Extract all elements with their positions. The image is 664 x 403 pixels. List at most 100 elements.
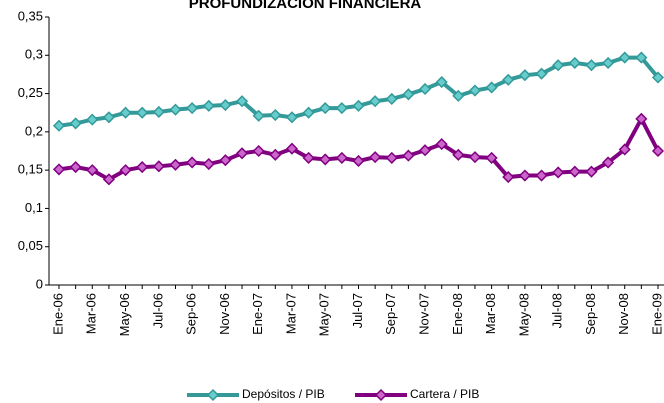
point — [252, 109, 265, 122]
chart-title: PROFUNDIZACIÓN FINANCIERA — [189, 0, 422, 12]
x-tick-label: May-08 — [516, 293, 531, 336]
point — [452, 148, 465, 161]
point — [518, 69, 531, 82]
point — [452, 89, 465, 102]
point — [435, 76, 448, 89]
point — [385, 151, 398, 164]
point — [418, 82, 432, 96]
point — [69, 161, 82, 174]
point — [136, 161, 149, 174]
point — [552, 166, 565, 179]
point — [335, 151, 348, 164]
point — [119, 106, 132, 119]
point — [635, 112, 648, 125]
point — [119, 164, 132, 177]
point — [468, 151, 482, 164]
series-line — [58, 55, 660, 128]
x-tick-label: Nov-06 — [217, 293, 232, 335]
point — [152, 105, 165, 119]
point — [86, 164, 99, 177]
point — [302, 106, 315, 119]
legend-marker — [374, 388, 388, 402]
point — [102, 111, 115, 124]
point — [52, 163, 66, 176]
point — [635, 51, 648, 64]
point — [186, 102, 199, 115]
point — [269, 108, 282, 122]
legend-label: Cartera / PIB — [410, 387, 479, 401]
point — [202, 99, 215, 112]
point — [585, 59, 598, 72]
point — [136, 106, 149, 119]
point — [568, 165, 581, 178]
point — [219, 98, 232, 112]
x-tick-label: Sep-08 — [583, 293, 598, 335]
point — [202, 157, 215, 171]
y-tick-label: 0,3 — [25, 47, 43, 62]
y-tick-label: 0,25 — [18, 85, 43, 100]
point — [402, 149, 415, 162]
point — [235, 147, 249, 160]
y-tick-label: 0,15 — [18, 162, 43, 177]
y-tick-label: 0,35 — [18, 8, 43, 23]
point — [535, 67, 548, 80]
x-tick-label: Jul-06 — [150, 293, 165, 328]
x-tick-label: Nov-08 — [616, 293, 631, 335]
point — [219, 154, 232, 167]
x-tick-label: Jul-08 — [550, 293, 565, 328]
point — [418, 144, 432, 157]
point — [269, 148, 282, 161]
x-tick-label: Mar-08 — [483, 293, 498, 334]
x-tick-label: Mar-06 — [84, 293, 99, 334]
point — [52, 119, 66, 132]
y-tick-label: 0,2 — [25, 123, 43, 138]
point — [302, 151, 315, 164]
x-tick-label: Ene-08 — [450, 293, 465, 335]
point — [585, 165, 598, 178]
point — [502, 73, 515, 86]
point — [518, 169, 531, 182]
point — [319, 102, 332, 115]
point — [602, 156, 615, 169]
point — [402, 88, 415, 101]
point — [169, 103, 182, 116]
point — [252, 144, 265, 158]
point — [186, 156, 199, 169]
point — [352, 99, 365, 112]
point — [485, 81, 498, 94]
legend-marker — [206, 388, 220, 402]
point — [235, 95, 249, 108]
point — [102, 173, 115, 186]
x-tick-label: Sep-07 — [383, 293, 398, 335]
x-tick-label: May-06 — [117, 293, 132, 336]
x-tick-label: Ene-06 — [50, 293, 65, 335]
y-tick-label: 0,1 — [25, 200, 43, 215]
point — [169, 158, 182, 171]
point — [568, 56, 581, 70]
point — [651, 71, 664, 84]
point — [152, 160, 165, 173]
legend-label: Depósitos / PIB — [242, 387, 325, 401]
y-tick-label: 0,05 — [18, 238, 43, 253]
x-tick-label: Nov-07 — [416, 293, 431, 335]
point — [618, 143, 631, 156]
point — [385, 92, 398, 105]
point — [86, 113, 99, 126]
point — [335, 102, 348, 115]
x-tick-label: Ene-07 — [250, 293, 265, 335]
point — [535, 169, 548, 182]
point — [602, 56, 615, 70]
point — [435, 138, 448, 151]
point — [651, 144, 664, 158]
point — [319, 153, 332, 166]
point — [285, 111, 299, 124]
point — [352, 154, 365, 168]
point — [369, 151, 382, 164]
point — [552, 59, 565, 72]
point — [69, 117, 82, 130]
x-tick-label: May-07 — [317, 293, 332, 336]
point — [502, 170, 515, 184]
x-tick-label: Sep-06 — [184, 293, 199, 335]
point — [285, 142, 299, 155]
